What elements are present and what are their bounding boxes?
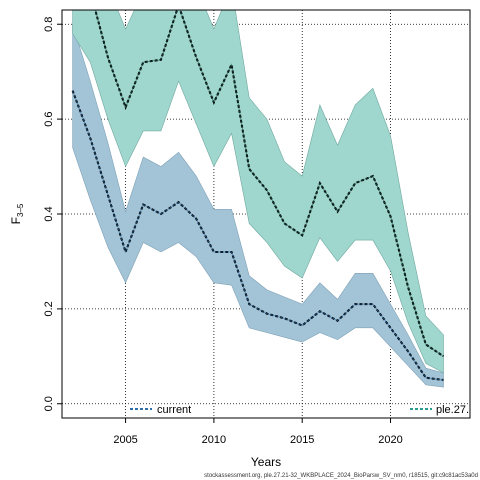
x-tick-label-2020: 2020 [378,434,402,446]
confidence-bands [72,10,444,388]
x-tick-label-2015: 2015 [290,434,314,446]
x-tick-label-2010: 2010 [202,434,226,446]
series-line-tint-ple27 [94,10,444,357]
band-current [72,24,444,388]
x-axis: 2005 2010 2015 2020 [113,418,403,446]
legend-label-current: current [157,404,191,416]
legend: current ple.27. [130,404,469,416]
series-lines [71,10,445,382]
svg-text:F3–5: F3–5 [9,203,25,224]
x-tick-label-2005: 2005 [113,434,137,446]
legend-label-ple27: ple.27. [436,404,469,416]
y-axis-title-base: F [9,217,23,224]
y-axis-title-sub: 3–5 [16,203,25,217]
y-tick-label-0.0: 0.0 [43,396,55,411]
y-tick-label-0.6: 0.6 [43,111,55,126]
series-line-tint-current [72,90,444,381]
footer-caption: stockassessment.org, ple.27.21-32_WKBPLA… [204,473,478,479]
y-axis: 0.0 0.2 0.4 0.6 0.8 [43,17,62,411]
y-axis-title: F3–5 [9,203,25,224]
y-tick-label-0.4: 0.4 [43,206,55,221]
y-tick-label-0.8: 0.8 [43,17,55,32]
y-tick-label-0.2: 0.2 [43,301,55,316]
band-ple27 [72,10,444,374]
x-axis-title: Years [251,455,281,469]
